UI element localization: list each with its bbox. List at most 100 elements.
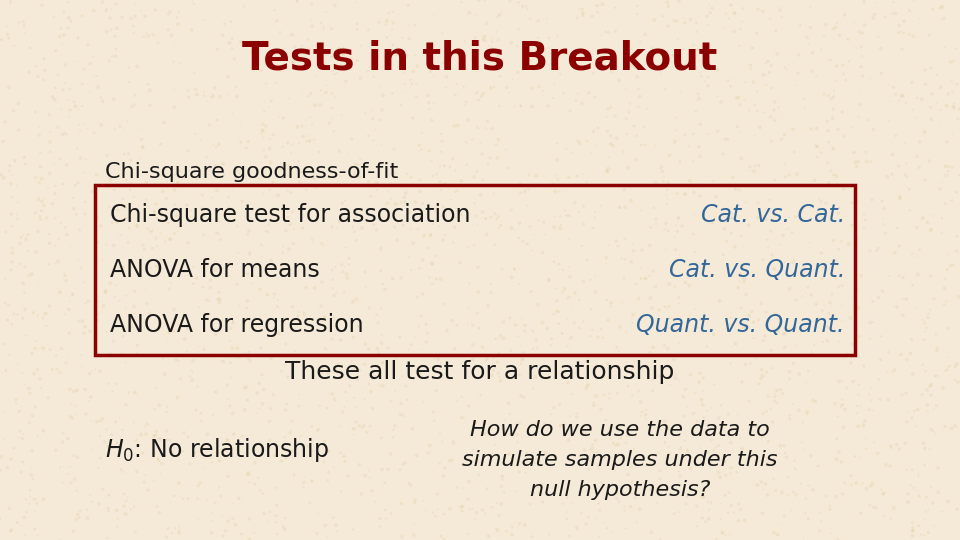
Point — [626, 444, 641, 453]
Point — [827, 175, 842, 184]
Point — [133, 135, 149, 144]
Point — [718, 531, 733, 539]
Point — [948, 422, 960, 430]
Point — [405, 180, 420, 189]
Point — [25, 411, 40, 420]
Point — [626, 246, 641, 255]
Point — [437, 48, 452, 56]
Point — [567, 198, 583, 207]
Point — [858, 444, 874, 453]
Point — [475, 420, 491, 428]
Point — [564, 389, 580, 398]
Point — [475, 505, 491, 514]
Point — [530, 301, 545, 309]
Point — [585, 12, 600, 21]
Point — [389, 353, 404, 361]
Point — [596, 453, 612, 461]
Point — [609, 422, 624, 431]
Point — [347, 171, 362, 180]
Point — [894, 390, 909, 399]
Point — [409, 451, 424, 460]
Point — [369, 178, 384, 187]
Point — [349, 195, 365, 204]
Point — [16, 153, 32, 161]
Point — [491, 36, 506, 44]
Point — [767, 389, 782, 398]
Point — [86, 183, 102, 191]
Point — [814, 517, 829, 526]
Point — [671, 293, 686, 302]
Point — [0, 514, 8, 523]
Point — [884, 10, 900, 18]
Point — [70, 178, 85, 187]
Point — [645, 49, 660, 57]
Point — [89, 213, 105, 222]
Point — [884, 170, 900, 179]
Point — [595, 366, 611, 375]
Point — [553, 421, 568, 430]
Point — [443, 505, 458, 514]
Point — [632, 505, 647, 514]
Point — [321, 468, 336, 476]
Point — [692, 369, 708, 377]
Point — [390, 43, 405, 52]
Point — [619, 130, 635, 139]
Point — [41, 111, 57, 119]
Point — [834, 237, 850, 245]
Point — [467, 241, 482, 249]
Point — [925, 4, 941, 13]
Point — [290, 0, 305, 6]
Point — [648, 178, 663, 187]
Point — [583, 275, 598, 284]
Point — [414, 361, 429, 370]
Point — [924, 390, 939, 399]
Point — [373, 82, 389, 91]
Point — [660, 226, 676, 235]
Point — [277, 514, 293, 523]
Point — [78, 155, 93, 164]
Point — [215, 159, 230, 168]
Point — [450, 121, 466, 130]
Point — [126, 302, 141, 310]
Point — [671, 0, 686, 5]
Point — [853, 63, 869, 71]
Point — [255, 127, 271, 136]
Point — [707, 380, 722, 389]
Point — [62, 462, 78, 471]
Point — [746, 318, 761, 327]
Point — [253, 66, 269, 75]
Point — [824, 324, 839, 333]
Point — [428, 275, 444, 284]
Point — [233, 138, 249, 147]
Point — [813, 197, 828, 206]
Point — [743, 64, 758, 73]
Point — [668, 374, 684, 382]
Point — [588, 141, 604, 150]
Text: ANOVA for regression: ANOVA for regression — [110, 313, 364, 337]
Point — [556, 89, 571, 97]
Point — [732, 127, 748, 136]
Point — [597, 391, 612, 400]
Point — [108, 125, 123, 133]
Point — [904, 414, 920, 422]
Point — [213, 492, 228, 501]
Point — [115, 332, 131, 341]
Point — [450, 195, 466, 204]
Point — [324, 89, 340, 98]
Point — [377, 478, 393, 487]
Point — [671, 376, 686, 384]
Point — [469, 167, 485, 176]
Point — [598, 259, 613, 267]
Point — [923, 382, 938, 390]
Point — [195, 283, 210, 292]
Point — [229, 344, 245, 353]
Point — [555, 500, 570, 508]
Point — [898, 439, 913, 448]
Point — [490, 214, 505, 223]
Point — [34, 206, 49, 215]
Point — [791, 406, 806, 415]
Point — [321, 447, 336, 456]
Point — [172, 525, 187, 534]
Point — [643, 182, 659, 191]
Point — [576, 428, 591, 437]
